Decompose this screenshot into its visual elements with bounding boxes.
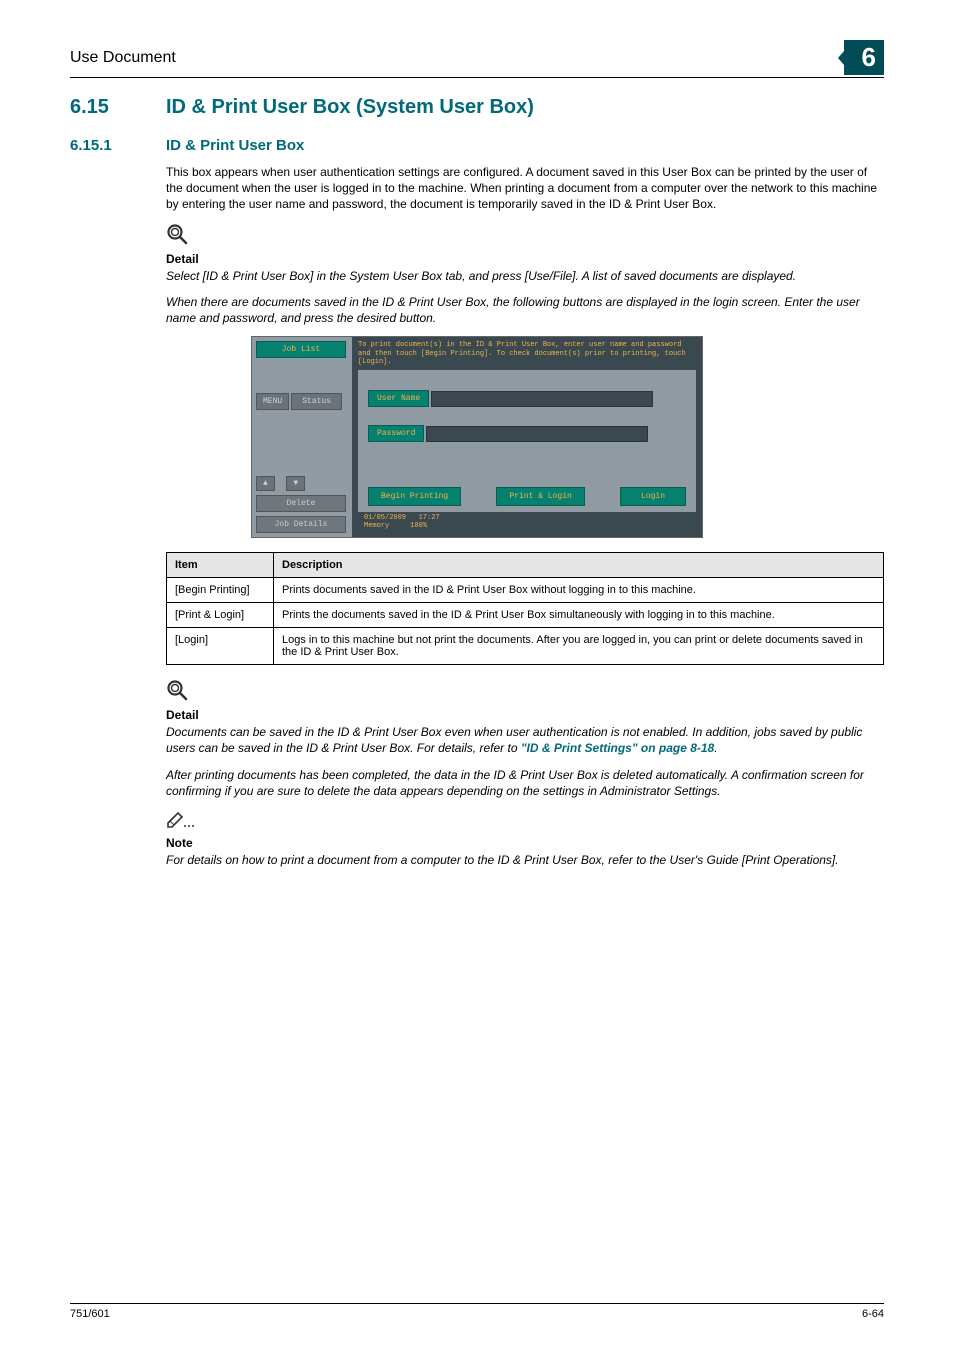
section-heading: 6.15ID & Print User Box (System User Box… [70, 96, 884, 119]
chapter-number: 6 [844, 40, 884, 75]
footer-mem-label: Memory [364, 522, 389, 530]
table-row: [Print & Login] Prints the documents sav… [167, 603, 884, 628]
status-label: Status [291, 393, 342, 410]
up-arrow-button[interactable]: ▲ [256, 476, 275, 491]
section-title: ID & Print User Box (System User Box) [166, 96, 534, 118]
login-button[interactable]: Login [620, 487, 686, 506]
chapter-badge: 6 [844, 40, 884, 75]
detail2-p1-text-b: . [714, 741, 717, 755]
detail-heading: Detail [166, 708, 884, 722]
footer-date: 01/05/2009 [364, 514, 406, 522]
table-header-item: Item [167, 553, 274, 578]
description-table: Item Description [Begin Printing] Prints… [166, 552, 884, 665]
subsection-title: ID & Print User Box [166, 137, 304, 154]
username-input[interactable] [431, 391, 653, 407]
job-details-button[interactable]: Job Details [256, 516, 346, 533]
table-cell: Prints the documents saved in the ID & P… [274, 603, 884, 628]
detail2-p1: Documents can be saved in the ID & Print… [166, 724, 884, 756]
down-arrow-button[interactable]: ▼ [286, 476, 305, 491]
table-cell: [Print & Login] [167, 603, 274, 628]
section-number: 6.15 [70, 96, 166, 119]
page-footer: 751/601 6-64 [70, 1303, 884, 1320]
table-cell: Logs in to this machine but not print th… [274, 628, 884, 665]
password-input[interactable] [426, 426, 648, 442]
note-p1: For details on how to print a document f… [166, 852, 884, 868]
page-header: Use Document 6 [70, 40, 884, 78]
footer-time: 17:27 [419, 514, 440, 522]
detail2-p2: After printing documents has been comple… [166, 767, 884, 799]
note-heading: Note [166, 836, 884, 850]
detail-icon [166, 223, 884, 250]
footer-right: 6-64 [862, 1308, 884, 1320]
table-cell: [Login] [167, 628, 274, 665]
intro-paragraph: This box appears when user authenticatio… [166, 164, 884, 213]
detail1-p2: When there are documents saved in the ID… [166, 294, 884, 326]
password-label[interactable]: Password [368, 425, 424, 442]
login-screen-figure: Job List MENUStatus ▲ ▼ Delete Job Detai… [251, 336, 703, 538]
note-icon [166, 809, 884, 834]
table-cell: Prints documents saved in the ID & Print… [274, 578, 884, 603]
breadcrumb: Use Document [70, 49, 176, 67]
delete-button[interactable]: Delete [256, 495, 346, 512]
subsection-heading: 6.15.1ID & Print User Box [70, 137, 884, 154]
username-label[interactable]: User Name [368, 390, 429, 407]
job-list-button[interactable]: Job List [256, 341, 346, 358]
table-cell: [Begin Printing] [167, 578, 274, 603]
id-print-settings-link[interactable]: "ID & Print Settings" on page 8-18 [521, 741, 714, 755]
table-row: [Begin Printing] Prints documents saved … [167, 578, 884, 603]
subsection-number: 6.15.1 [70, 137, 166, 154]
footer-mem-val: 100% [410, 522, 427, 530]
menu-label: MENU [256, 393, 289, 410]
detail1-p1: Select [ID & Print User Box] in the Syst… [166, 268, 884, 284]
screen-instruction: To print document(s) in the ID & Print U… [358, 341, 696, 366]
footer-left: 751/601 [70, 1308, 110, 1320]
begin-printing-button[interactable]: Begin Printing [368, 487, 461, 506]
print-login-button[interactable]: Print & Login [496, 487, 584, 506]
detail-heading: Detail [166, 252, 884, 266]
detail2-p1-text-a: Documents can be saved in the ID & Print… [166, 725, 862, 755]
table-header-desc: Description [274, 553, 884, 578]
detail-icon [166, 679, 884, 706]
table-row: [Login] Logs in to this machine but not … [167, 628, 884, 665]
